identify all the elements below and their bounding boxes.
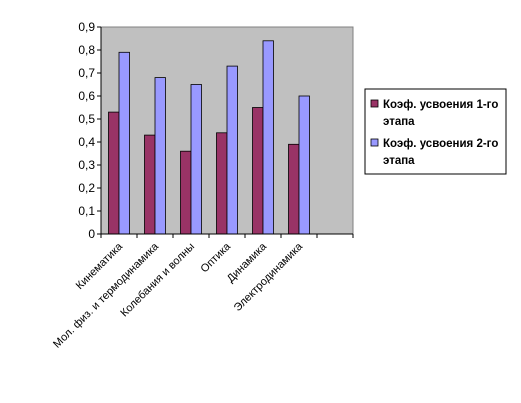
legend-label-series-2-line2: этапа bbox=[383, 155, 415, 167]
bar-series-2-2 bbox=[154, 77, 166, 235]
bar-series-1-6 bbox=[288, 143, 300, 235]
bar-series-2-6 bbox=[298, 95, 310, 235]
y-tick-label: 0,2 bbox=[78, 181, 95, 195]
y-tick-label: 0,7 bbox=[78, 66, 95, 80]
legend-swatch-series-2 bbox=[370, 138, 379, 147]
bar-series-2-1 bbox=[118, 51, 130, 235]
y-tick-label: 0,1 bbox=[78, 204, 95, 218]
bar-series-1-4 bbox=[216, 132, 228, 235]
legend-label-series-1: Коэф. усвоения 1-го bbox=[383, 99, 498, 111]
bar-series-1-2 bbox=[144, 134, 156, 235]
y-tick-label: 0,8 bbox=[78, 43, 95, 57]
bar-series-1-1 bbox=[108, 111, 120, 235]
y-tick-label: 0,6 bbox=[78, 89, 95, 103]
bar-series-2-4 bbox=[226, 65, 238, 235]
bar-series-2-3 bbox=[190, 84, 202, 235]
bar-series-2-5 bbox=[262, 40, 274, 235]
y-tick-label: 0,4 bbox=[78, 135, 95, 149]
y-tick-label: 0,5 bbox=[78, 112, 95, 126]
legend-label-series-1-line2: этапа bbox=[383, 116, 415, 128]
y-tick-label: 0,3 bbox=[78, 158, 95, 172]
legend: Коэф. усвоения 1-го этапа Коэф. усвоения… bbox=[364, 88, 507, 175]
x-category-label: Электродинамика bbox=[232, 240, 306, 314]
y-tick-label: 0 bbox=[88, 227, 95, 241]
bar-series-1-5 bbox=[252, 107, 264, 235]
legend-swatch-series-1 bbox=[370, 99, 379, 108]
legend-box bbox=[364, 88, 507, 175]
legend-label-series-2: Коэф. усвоения 2-го bbox=[383, 138, 498, 150]
y-tick-label: 0,9 bbox=[78, 20, 95, 34]
bar-series-1-3 bbox=[180, 150, 192, 235]
x-category-label: Оптика bbox=[199, 240, 234, 275]
